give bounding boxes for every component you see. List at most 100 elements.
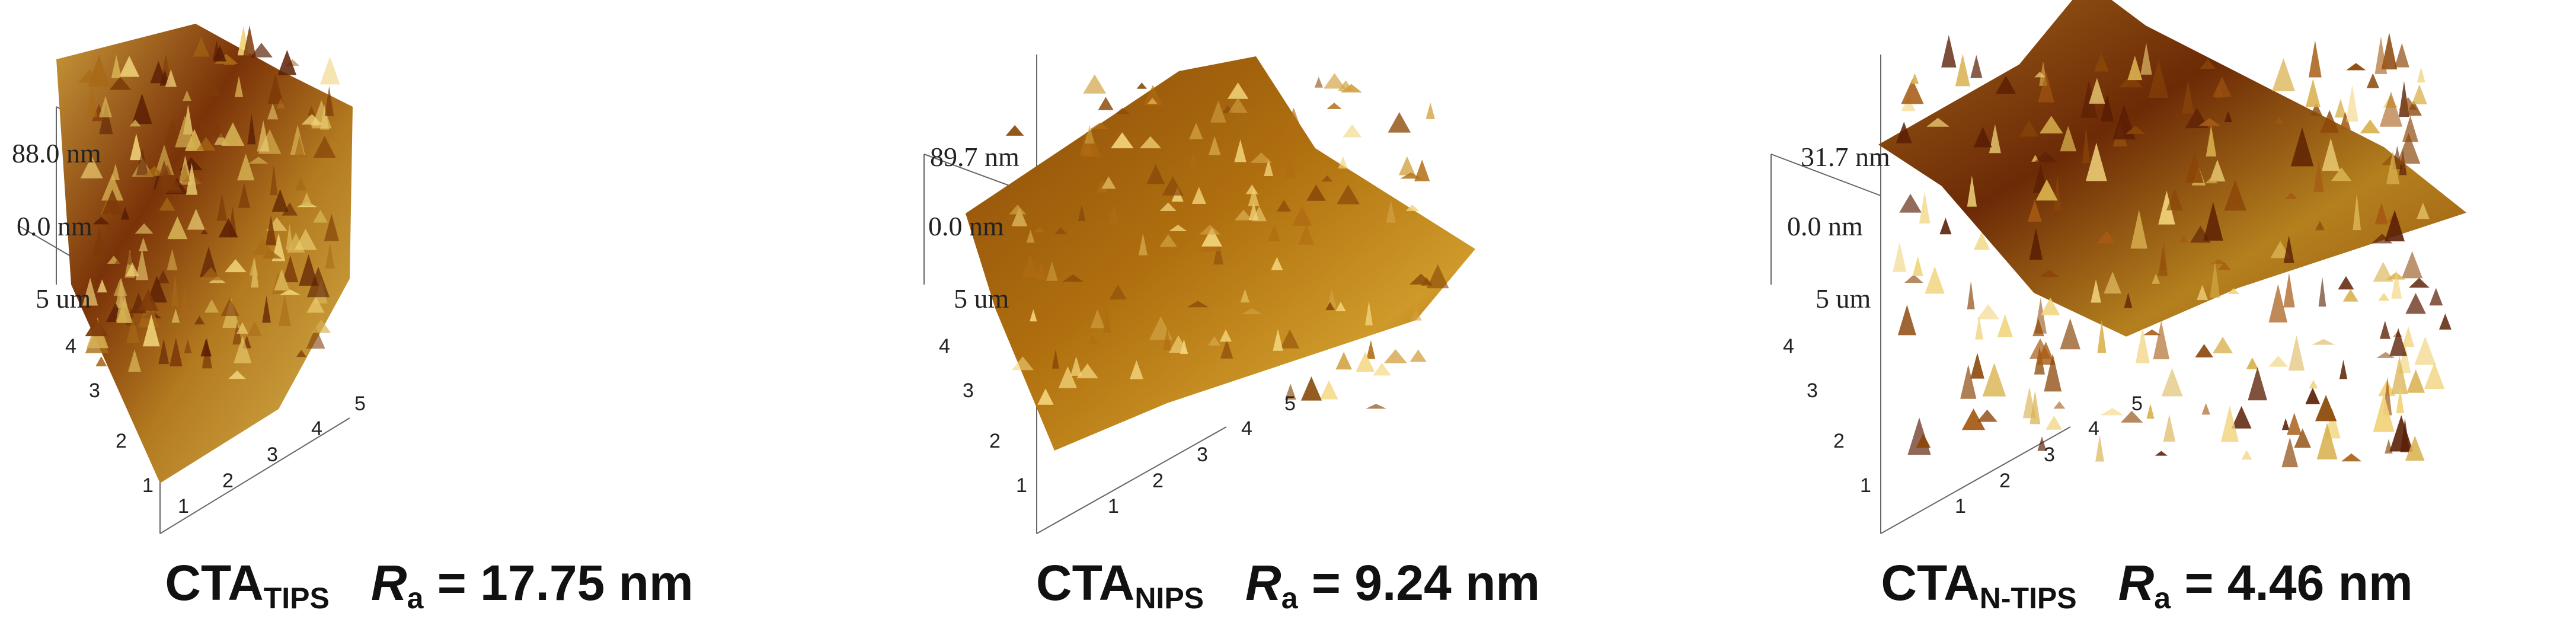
surface-peak [2414,336,2436,365]
surface-peak [80,156,103,178]
surface-peak [2213,337,2233,354]
surface-peak [1982,363,2006,397]
surface-peak [2379,91,2403,127]
surface-peak [2209,159,2226,182]
surface-peak [2120,410,2143,423]
surface-peak [2373,393,2395,432]
surface-peak [2272,58,2295,91]
surface-peak [1335,352,1352,370]
x-tick: 2 [1999,470,2011,492]
surface-peak [313,136,336,158]
surface-peak [2246,357,2259,369]
surface-peak [2224,111,2232,122]
surface-peak [2399,341,2411,374]
surface-peak [2224,179,2246,211]
surface-peak [214,53,238,64]
surface-peak [2376,352,2395,358]
surface-peak [2396,387,2404,414]
surface-peak [2374,36,2388,74]
surface-peak [2281,418,2290,430]
surface-peak [200,229,208,235]
surface-peak [1108,205,1120,225]
surface-peak [1159,202,1177,212]
surface-peak [2201,403,2210,415]
roughness-symbol-sub: a [407,582,424,615]
surface-peak [2305,78,2321,107]
x-ticks: 1 2 3 4 5 [178,392,366,518]
surface-peak [1146,164,1165,184]
surface-peak [2019,120,2039,137]
x-tick: 1 [178,495,189,518]
z-axis-zero-label: 0.0 nm [928,211,1004,241]
surface-peak [2268,356,2289,367]
surface-peak [253,238,273,255]
surface-peak [1210,100,1226,123]
surface-peak [95,356,107,366]
surface-peak [138,289,159,311]
afm-surface-image-ntips: 1 2 3 4 5 1 2 3 4 [1770,0,2467,534]
surface-peak [1916,433,1931,448]
surface-peak [2231,406,2252,429]
surface-peak [120,207,130,220]
surface-peak [129,119,141,127]
surface-peak [179,164,191,182]
surface-peak [1967,175,1977,207]
surface-peak [2143,329,2161,336]
surface-peak [2391,269,2402,299]
surface-peak [156,270,170,283]
surface-peak [109,76,132,90]
surface-peak [2200,59,2216,69]
z-axis-zero-label: 0.0 nm [17,211,92,241]
y-tick: 3 [89,379,100,402]
surface-peak [1062,274,1084,282]
surface-peak [228,370,246,379]
surface-peak [2158,190,2175,225]
surface-peak [126,262,139,276]
surface-peak [1970,55,1983,78]
surface-peak [1208,336,1221,346]
surface-peak [2127,55,2143,81]
surface-peak [279,294,291,327]
surface-peak [1426,103,1435,119]
surface-peak [2205,177,2218,184]
surface-peak [87,85,98,117]
surface-peak [184,339,192,353]
surface-peak [2391,356,2408,394]
x-tick: 2 [1152,470,1164,492]
surface-peak [2402,116,2419,142]
surface-peak [2034,151,2057,162]
roughness-symbol: R [2118,555,2155,611]
surface-peak [1912,256,1923,276]
surface-peak [1410,349,1427,362]
surface-peak [1343,124,1362,138]
surface-peak [2195,344,2213,358]
surface-peak [2089,78,2105,104]
surface-peak [1138,233,1148,256]
x-tick: 3 [1197,443,1208,466]
surface-peak [311,319,331,333]
surface-peak [154,144,174,175]
surface-peak [2161,368,2183,397]
surface-peak [1319,380,1338,400]
surface-peak [2203,202,2223,241]
surface-peak [2320,110,2340,133]
x-tick: 4 [311,417,322,440]
surface-peak [1285,107,1302,132]
surface-peak [1054,227,1068,235]
surface-peak [2341,453,2362,462]
z-axis-max-label: 89.7 nm [930,142,1019,172]
surface-peak [2206,125,2217,157]
surface-peak [146,275,168,303]
surface-peak [1901,97,1916,111]
surface-peak [78,69,101,83]
surface-peak [135,223,154,234]
surface-peak [132,93,152,125]
surface-peak [2339,359,2348,379]
surface-peak [1973,127,1992,148]
surface-peak [1323,73,1346,89]
surface-peak [1264,158,1273,177]
surface-peak [2281,437,2299,468]
surface-peak [1405,205,1420,211]
caption-membrane-sub: NIPS [1134,582,1204,615]
surface-peak [2085,142,2107,181]
